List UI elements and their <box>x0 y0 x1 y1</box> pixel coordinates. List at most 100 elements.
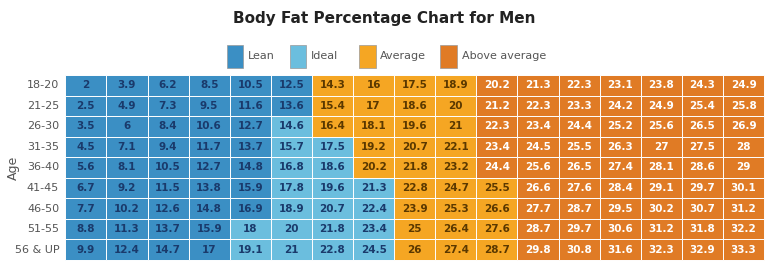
Bar <box>353 178 394 198</box>
Bar <box>189 157 230 178</box>
Text: 25.3: 25.3 <box>443 204 468 214</box>
Text: 23.2: 23.2 <box>443 162 468 173</box>
Bar <box>476 178 518 198</box>
Bar <box>558 116 600 137</box>
Text: 20: 20 <box>449 101 463 111</box>
Bar <box>312 96 353 116</box>
Text: 25.5: 25.5 <box>484 183 510 193</box>
Text: 29.7: 29.7 <box>566 224 592 234</box>
Text: 31.6: 31.6 <box>607 245 633 255</box>
Bar <box>641 198 682 219</box>
Text: 17.5: 17.5 <box>402 80 428 90</box>
Bar <box>107 137 147 157</box>
Bar <box>682 116 723 137</box>
Bar <box>476 219 518 239</box>
Bar <box>435 116 476 137</box>
Bar <box>518 198 558 219</box>
Text: 26.9: 26.9 <box>731 121 756 131</box>
Bar <box>558 137 600 157</box>
Text: 9.2: 9.2 <box>118 183 136 193</box>
Text: 11.5: 11.5 <box>155 183 181 193</box>
Text: 19.6: 19.6 <box>319 183 346 193</box>
Text: 23.8: 23.8 <box>648 80 674 90</box>
Bar <box>107 198 147 219</box>
Text: 51-55: 51-55 <box>27 224 59 234</box>
Text: 22.1: 22.1 <box>443 142 468 152</box>
Text: 28.4: 28.4 <box>607 183 633 193</box>
Bar <box>65 96 107 116</box>
Text: Above average: Above average <box>462 51 546 61</box>
Bar <box>435 137 476 157</box>
Bar <box>435 96 476 116</box>
Bar <box>147 219 189 239</box>
Bar <box>558 219 600 239</box>
Bar <box>476 157 518 178</box>
Bar <box>723 219 764 239</box>
Bar <box>476 116 518 137</box>
Bar <box>394 75 435 96</box>
Text: 27.4: 27.4 <box>443 245 468 255</box>
Bar <box>107 178 147 198</box>
Text: 22.3: 22.3 <box>484 121 510 131</box>
Text: 30.1: 30.1 <box>730 183 756 193</box>
Bar <box>230 137 271 157</box>
Bar <box>682 137 723 157</box>
Bar <box>353 96 394 116</box>
Text: 25.8: 25.8 <box>730 101 756 111</box>
Text: 36-40: 36-40 <box>27 162 59 173</box>
Bar <box>641 116 682 137</box>
Text: 28.6: 28.6 <box>690 162 715 173</box>
Bar <box>558 157 600 178</box>
Bar <box>600 239 641 260</box>
Text: 17.5: 17.5 <box>319 142 346 152</box>
Bar <box>600 157 641 178</box>
Text: 28.7: 28.7 <box>484 245 510 255</box>
Text: Lean: Lean <box>248 51 275 61</box>
Bar <box>312 219 353 239</box>
Text: 29.1: 29.1 <box>648 183 674 193</box>
Bar <box>558 96 600 116</box>
Text: 26-30: 26-30 <box>27 121 59 131</box>
Bar <box>65 198 107 219</box>
Bar <box>435 75 476 96</box>
Text: 31-35: 31-35 <box>27 142 59 152</box>
Bar <box>518 157 558 178</box>
Bar <box>518 75 558 96</box>
Text: 14.8: 14.8 <box>197 204 222 214</box>
Text: 29: 29 <box>737 162 751 173</box>
Bar <box>435 178 476 198</box>
Bar <box>312 116 353 137</box>
Text: 21.8: 21.8 <box>319 224 346 234</box>
Bar <box>107 219 147 239</box>
Text: 20.7: 20.7 <box>319 204 346 214</box>
Text: 15.9: 15.9 <box>237 183 263 193</box>
Bar <box>230 198 271 219</box>
Bar <box>723 75 764 96</box>
Text: Ideal: Ideal <box>311 51 338 61</box>
Bar <box>312 198 353 219</box>
Text: 41-45: 41-45 <box>27 183 59 193</box>
Text: 16.4: 16.4 <box>319 121 346 131</box>
Text: 9.4: 9.4 <box>159 142 177 152</box>
Text: 18.6: 18.6 <box>319 162 346 173</box>
Bar <box>476 198 518 219</box>
Bar <box>723 137 764 157</box>
Bar <box>641 137 682 157</box>
Text: 33.3: 33.3 <box>730 245 756 255</box>
Text: 23.3: 23.3 <box>566 101 592 111</box>
Text: 31.2: 31.2 <box>648 224 674 234</box>
Text: 18-20: 18-20 <box>27 80 59 90</box>
Text: 22.3: 22.3 <box>525 101 551 111</box>
Bar <box>723 157 764 178</box>
Text: 28.7: 28.7 <box>525 224 551 234</box>
Bar <box>290 45 306 68</box>
Text: 4.5: 4.5 <box>77 142 95 152</box>
Bar <box>558 239 600 260</box>
Text: 23.4: 23.4 <box>361 224 386 234</box>
Text: 14.6: 14.6 <box>279 121 304 131</box>
Text: 24.4: 24.4 <box>484 162 510 173</box>
Bar <box>147 178 189 198</box>
Bar <box>600 137 641 157</box>
Bar <box>353 157 394 178</box>
Bar <box>107 75 147 96</box>
